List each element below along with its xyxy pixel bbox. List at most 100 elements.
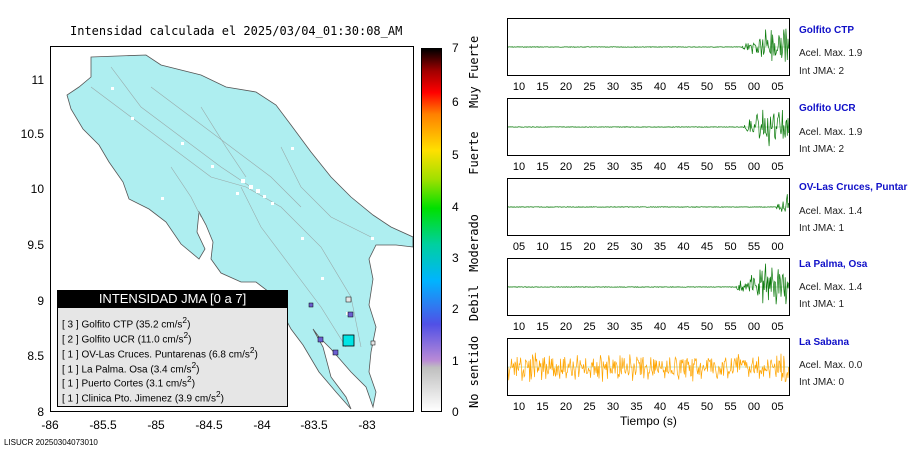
time-tick: 15 [536,321,549,333]
time-tick: 30 [606,81,620,93]
time-tick: 30 [606,321,620,333]
waveform-trace [508,28,789,62]
station-acel: Acel. Max. 0.0 [799,360,863,371]
legend-row: [ 1 ] Puerto Cortes (3.1 cm/s2) [62,374,196,390]
station-name: Golfito CTP [799,25,854,36]
waveform-line [508,109,789,147]
legend-row: [ 2 ] Golfito UCR (11.0 cm/s2) [62,330,192,346]
colorbar-tick: 6 [452,95,459,109]
intensity-map [50,46,414,412]
time-tick: 20 [559,81,573,93]
time-tick: 20 [559,321,573,333]
costa-rica-map-svg [66,54,413,410]
time-tick: 55 [724,321,737,333]
legend-row: [ 1 ] La Palma. Osa (3.4 cm/s2) [62,360,200,376]
time-tick: 05 [771,321,784,333]
station-jma: Int JMA: 2 [799,144,845,155]
time-tick: 10 [512,81,526,93]
time-tick: 30 [606,161,620,173]
time-tick: 00 [747,161,761,173]
waveform-line [508,352,789,383]
legend-row: [ 1 ] OV-Las Cruces. Puntarenas (6.8 cm/… [62,345,258,361]
y-tick: 8.5 [27,349,44,363]
waveform-panel [507,338,790,396]
time-tick: 45 [677,401,690,413]
time-tick: 45 [677,321,690,333]
time-tick: 50 [700,81,714,93]
time-tick: 20 [583,241,596,253]
station-name: La Palma, Osa [799,259,868,270]
station-acel: Acel. Max. 1.4 [799,282,863,293]
colorbar-category: No sentido [467,335,481,408]
waveform-panel [507,178,790,236]
time-tick: 40 [677,241,690,253]
legend-title: INTENSIDAD JMA [0 a 7] [57,290,288,308]
y-tick: 9.5 [27,238,44,252]
x-tick: -86 [41,418,59,432]
time-tick: 40 [653,401,667,413]
road-lines [90,66,372,348]
time-tick: 35 [653,241,667,253]
y-tick: 9 [37,294,44,308]
x-tick: -84.5 [195,418,223,432]
time-tick: 25 [583,321,596,333]
colorbar-tick: 1 [452,354,459,368]
colorbar-tick: 7 [452,41,459,55]
time-tick: 50 [724,241,737,253]
waveform-panel [507,98,790,156]
time-tick: 10 [512,401,526,413]
time-tick: 50 [700,321,714,333]
station-jma: Int JMA: 0 [799,377,845,388]
town-markers [111,87,374,315]
time-tick: 40 [653,321,667,333]
time-tick: 20 [559,401,573,413]
waveform-trace [508,194,789,212]
time-tick: 30 [630,241,643,253]
waveform-panel [507,18,790,76]
time-tick: 35 [630,81,643,93]
time-tick: 10 [512,321,526,333]
time-tick: 25 [583,401,596,413]
station-acel: Acel. Max. 1.9 [799,48,863,59]
time-tick: 55 [724,401,737,413]
station-jma: Int JMA: 1 [799,299,845,310]
map-title: Intensidad calculada el 2025/03/04_01:30… [70,24,403,38]
x-tick: -83.5 [300,418,328,432]
time-tick: 35 [630,401,643,413]
colorbar-category: Fuerte [467,131,481,175]
time-tick: 10 [512,161,526,173]
time-tick: 20 [559,161,573,173]
time-tick: 00 [747,81,761,93]
time-tick: 25 [606,241,620,253]
legend-row: [ 3 ] Golfito CTP (35.2 cm/s2) [62,315,191,331]
colorbar-category: Debil [467,284,481,322]
time-tick: 50 [700,401,714,413]
time-tick: 05 [771,161,784,173]
station-name: La Sabana [799,337,850,348]
waveform-trace [508,109,789,147]
station-jma: Int JMA: 2 [799,66,845,77]
legend-row: [ 1 ] Clinica Pto. Jimenez (3.9 cm/s2) [62,389,224,405]
colorbar-tick: 5 [452,148,459,162]
time-tick: 05 [512,241,526,253]
time-tick: 30 [606,401,620,413]
time-tick: 55 [724,81,737,93]
time-tick: 45 [677,161,690,173]
time-tick: 15 [559,241,573,253]
costa-rica-landmass [66,54,413,410]
waveform-line [508,263,789,305]
time-tick: 55 [747,241,761,253]
x-tick: -85 [147,418,165,432]
colorbar-tick: 4 [452,200,459,214]
time-tick: 25 [583,81,596,93]
time-axis-label: Tiempo (s) [620,414,677,428]
station-acel: Acel. Max. 1.4 [799,206,863,217]
time-tick: 35 [630,321,643,333]
x-tick: -85.5 [89,418,117,432]
y-tick: 8 [37,405,44,419]
time-tick: 15 [536,81,549,93]
colorbar-tick: 0 [452,405,459,419]
time-tick: 00 [771,241,784,253]
intensity-colorbar [421,48,442,412]
y-tick: 10.5 [20,127,44,141]
